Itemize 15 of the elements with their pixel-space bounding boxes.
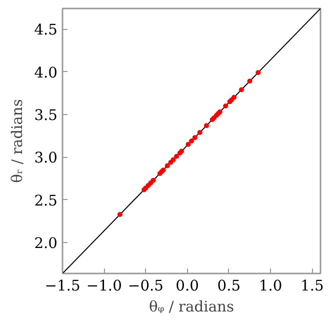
y-tick-label: 3.0 <box>34 150 58 167</box>
x-tick-label: −0.5 <box>128 278 164 294</box>
x-axis-title: θᵩ / radians <box>148 298 234 316</box>
x-tick-label: −1.5 <box>44 278 80 294</box>
x-tick-label: 0.5 <box>217 278 241 294</box>
y-axis-title: θᵣ / radians <box>9 99 26 183</box>
y-tick-label: 3.5 <box>34 107 58 124</box>
x-tick-label: 0.0 <box>176 278 199 294</box>
x-tick-label: 1.5 <box>300 278 324 294</box>
y-tick-label: 4.5 <box>34 22 58 39</box>
y-tick-label: 2.5 <box>34 192 58 210</box>
y-tick-label: 2.0 <box>34 235 58 252</box>
x-tick-label: −1.0 <box>86 278 122 294</box>
x-tick-label: 1.0 <box>258 278 282 294</box>
y-tick-label: 4.0 <box>34 64 58 82</box>
